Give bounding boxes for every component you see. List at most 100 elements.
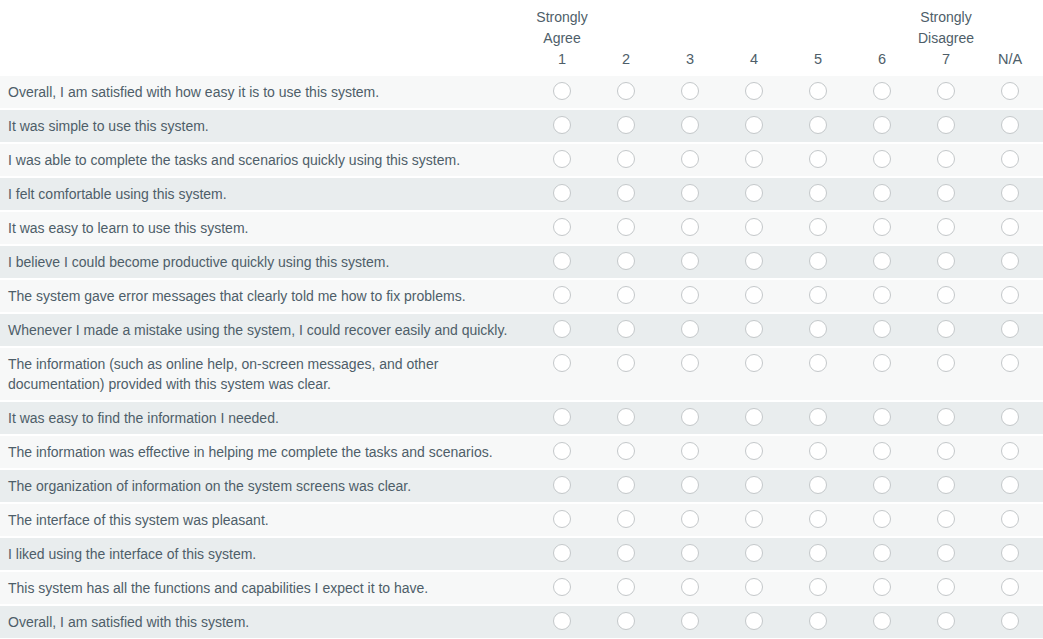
radio-q3-na[interactable]: [1001, 150, 1019, 168]
radio-q16-scale-2[interactable]: [617, 612, 635, 630]
radio-q12-scale-5[interactable]: [809, 476, 827, 494]
radio-q2-scale-1[interactable]: [553, 116, 571, 134]
radio-q9-scale-5[interactable]: [809, 354, 827, 372]
radio-q13-scale-2[interactable]: [617, 510, 635, 528]
radio-q16-scale-3[interactable]: [681, 612, 699, 630]
radio-q8-scale-5[interactable]: [809, 320, 827, 338]
radio-q15-na[interactable]: [1001, 578, 1019, 596]
radio-q1-scale-2[interactable]: [617, 82, 635, 100]
radio-q12-scale-4[interactable]: [745, 476, 763, 494]
radio-q16-scale-4[interactable]: [745, 612, 763, 630]
radio-q12-na[interactable]: [1001, 476, 1019, 494]
radio-q11-scale-4[interactable]: [745, 442, 763, 460]
radio-q4-scale-6[interactable]: [873, 184, 891, 202]
radio-q14-scale-6[interactable]: [873, 544, 891, 562]
radio-q7-scale-3[interactable]: [681, 286, 699, 304]
radio-q11-scale-2[interactable]: [617, 442, 635, 460]
radio-q7-scale-1[interactable]: [553, 286, 571, 304]
radio-q15-scale-6[interactable]: [873, 578, 891, 596]
radio-q15-scale-4[interactable]: [745, 578, 763, 596]
radio-q10-scale-3[interactable]: [681, 408, 699, 426]
radio-q4-scale-5[interactable]: [809, 184, 827, 202]
radio-q14-scale-4[interactable]: [745, 544, 763, 562]
radio-q6-scale-5[interactable]: [809, 252, 827, 270]
radio-q8-na[interactable]: [1001, 320, 1019, 338]
radio-q2-na[interactable]: [1001, 116, 1019, 134]
radio-q9-scale-1[interactable]: [553, 354, 571, 372]
radio-q11-scale-1[interactable]: [553, 442, 571, 460]
radio-q8-scale-6[interactable]: [873, 320, 891, 338]
radio-q10-scale-2[interactable]: [617, 408, 635, 426]
radio-q14-scale-7[interactable]: [937, 544, 955, 562]
radio-q5-scale-1[interactable]: [553, 218, 571, 236]
radio-q1-scale-5[interactable]: [809, 82, 827, 100]
radio-q15-scale-5[interactable]: [809, 578, 827, 596]
radio-q10-scale-1[interactable]: [553, 408, 571, 426]
radio-q1-scale-3[interactable]: [681, 82, 699, 100]
radio-q5-scale-3[interactable]: [681, 218, 699, 236]
radio-q16-na[interactable]: [1001, 612, 1019, 630]
radio-q4-scale-4[interactable]: [745, 184, 763, 202]
radio-q13-scale-1[interactable]: [553, 510, 571, 528]
radio-q2-scale-4[interactable]: [745, 116, 763, 134]
radio-q5-scale-4[interactable]: [745, 218, 763, 236]
radio-q14-scale-5[interactable]: [809, 544, 827, 562]
radio-q6-na[interactable]: [1001, 252, 1019, 270]
radio-q8-scale-7[interactable]: [937, 320, 955, 338]
radio-q15-scale-3[interactable]: [681, 578, 699, 596]
radio-q3-scale-5[interactable]: [809, 150, 827, 168]
radio-q16-scale-7[interactable]: [937, 612, 955, 630]
radio-q15-scale-2[interactable]: [617, 578, 635, 596]
radio-q6-scale-6[interactable]: [873, 252, 891, 270]
radio-q12-scale-6[interactable]: [873, 476, 891, 494]
radio-q16-scale-1[interactable]: [553, 612, 571, 630]
radio-q5-scale-7[interactable]: [937, 218, 955, 236]
radio-q1-scale-1[interactable]: [553, 82, 571, 100]
radio-q10-scale-6[interactable]: [873, 408, 891, 426]
radio-q11-scale-7[interactable]: [937, 442, 955, 460]
radio-q10-scale-5[interactable]: [809, 408, 827, 426]
radio-q12-scale-7[interactable]: [937, 476, 955, 494]
radio-q5-na[interactable]: [1001, 218, 1019, 236]
radio-q4-scale-1[interactable]: [553, 184, 571, 202]
radio-q9-na[interactable]: [1001, 354, 1019, 372]
radio-q15-scale-1[interactable]: [553, 578, 571, 596]
radio-q8-scale-1[interactable]: [553, 320, 571, 338]
radio-q12-scale-2[interactable]: [617, 476, 635, 494]
radio-q6-scale-2[interactable]: [617, 252, 635, 270]
radio-q5-scale-2[interactable]: [617, 218, 635, 236]
radio-q10-na[interactable]: [1001, 408, 1019, 426]
radio-q1-scale-7[interactable]: [937, 82, 955, 100]
radio-q4-na[interactable]: [1001, 184, 1019, 202]
radio-q3-scale-6[interactable]: [873, 150, 891, 168]
radio-q16-scale-5[interactable]: [809, 612, 827, 630]
radio-q9-scale-2[interactable]: [617, 354, 635, 372]
radio-q14-scale-2[interactable]: [617, 544, 635, 562]
radio-q13-scale-5[interactable]: [809, 510, 827, 528]
radio-q3-scale-3[interactable]: [681, 150, 699, 168]
radio-q4-scale-3[interactable]: [681, 184, 699, 202]
radio-q5-scale-6[interactable]: [873, 218, 891, 236]
radio-q10-scale-7[interactable]: [937, 408, 955, 426]
radio-q7-scale-7[interactable]: [937, 286, 955, 304]
radio-q7-scale-2[interactable]: [617, 286, 635, 304]
radio-q9-scale-3[interactable]: [681, 354, 699, 372]
radio-q2-scale-6[interactable]: [873, 116, 891, 134]
radio-q11-scale-6[interactable]: [873, 442, 891, 460]
radio-q6-scale-1[interactable]: [553, 252, 571, 270]
radio-q4-scale-7[interactable]: [937, 184, 955, 202]
radio-q1-na[interactable]: [1001, 82, 1019, 100]
radio-q1-scale-6[interactable]: [873, 82, 891, 100]
radio-q2-scale-5[interactable]: [809, 116, 827, 134]
radio-q6-scale-4[interactable]: [745, 252, 763, 270]
radio-q16-scale-6[interactable]: [873, 612, 891, 630]
radio-q14-na[interactable]: [1001, 544, 1019, 562]
radio-q3-scale-1[interactable]: [553, 150, 571, 168]
radio-q4-scale-2[interactable]: [617, 184, 635, 202]
radio-q7-scale-5[interactable]: [809, 286, 827, 304]
radio-q13-scale-7[interactable]: [937, 510, 955, 528]
radio-q2-scale-2[interactable]: [617, 116, 635, 134]
radio-q9-scale-4[interactable]: [745, 354, 763, 372]
radio-q12-scale-1[interactable]: [553, 476, 571, 494]
radio-q12-scale-3[interactable]: [681, 476, 699, 494]
